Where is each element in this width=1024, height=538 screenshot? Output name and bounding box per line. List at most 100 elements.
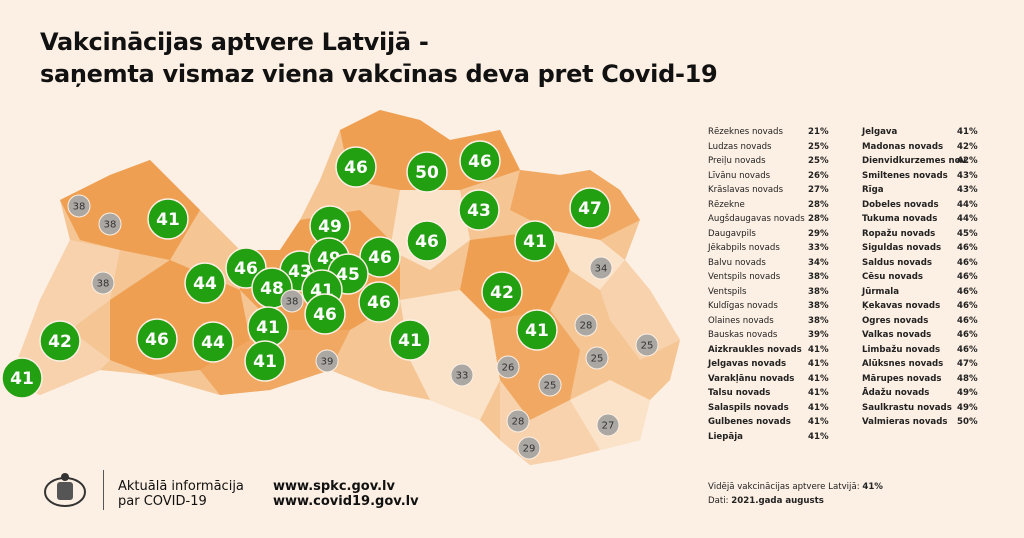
coverage: 47%: [957, 359, 978, 369]
coverage: 29%: [808, 228, 829, 239]
bubble-label: 46: [468, 152, 492, 172]
municipality: Ludzas novads: [708, 141, 772, 152]
municipality: Aizkraukles novads: [708, 344, 802, 355]
bubble-label: 25: [544, 381, 557, 392]
bubble: [280, 289, 304, 313]
coverage: 48%: [957, 373, 978, 384]
coat-of-arms: [44, 473, 86, 507]
bubble-label: 25: [641, 341, 654, 352]
municipality: Bauskas novads: [708, 330, 778, 340]
bubble-label: 46: [145, 330, 169, 350]
coverage: 44%: [957, 214, 978, 224]
bubble-label: 25: [591, 354, 604, 365]
coverage: 41%: [808, 402, 829, 413]
bubble: [67, 194, 91, 218]
municipality: Rīga: [862, 185, 884, 195]
coverage: 28%: [808, 214, 829, 224]
coverage: 41%: [808, 417, 829, 427]
bubble-label: 46: [344, 158, 368, 178]
bubble-label: 39: [321, 357, 334, 368]
coverage: 38%: [808, 286, 829, 297]
bubble-label: 41: [523, 232, 547, 252]
bubble: [406, 220, 448, 262]
bubble-label: 49: [318, 217, 342, 237]
municipality: Limbažu novads: [862, 344, 941, 355]
municipality: Talsu novads: [708, 388, 771, 398]
bubble-label: 41: [253, 352, 277, 372]
bubble: [450, 363, 474, 387]
municipality: Jūrmala: [862, 286, 900, 297]
coverage: 21%: [808, 127, 829, 137]
region: [600, 260, 680, 360]
bubble: [304, 293, 346, 335]
municipality: Ventspils: [708, 286, 747, 297]
municipality: Augšdaugavas novads: [708, 214, 805, 224]
municipality: Liepāja: [708, 431, 743, 442]
bubble: [315, 349, 339, 373]
bubble: [574, 313, 598, 337]
bubble-label: 29: [523, 444, 536, 455]
bubble-label: 44: [193, 274, 217, 294]
municipality: Līvānu novads: [708, 170, 771, 181]
link[interactable]: www.spkc.gov.lv: [273, 479, 395, 494]
coverage: 49%: [957, 402, 978, 413]
coverage: 46%: [957, 286, 978, 297]
coverage: 39%: [808, 330, 829, 340]
bubble-label: 41: [10, 369, 34, 389]
bubble: [1, 357, 43, 399]
municipality: Siguldas novads: [862, 243, 942, 253]
bubble-label: 46: [368, 248, 392, 268]
date-value: 2021.gada augusts: [731, 496, 824, 506]
municipality: Tukuma novads: [862, 214, 938, 224]
bubble-label: 46: [367, 293, 391, 313]
title: Vakcinācijas aptvere Latvijā - saņemta v…: [40, 26, 718, 90]
bubble-label: 46: [313, 305, 337, 325]
bubble-label: 38: [73, 202, 86, 213]
coverage: 44%: [957, 199, 978, 210]
bubble-label: 28: [580, 321, 593, 332]
bubble-label: 46: [234, 259, 258, 279]
bubble: [389, 319, 431, 361]
bubble: [569, 187, 611, 229]
info-line: Aktuālā informācija: [118, 479, 244, 494]
municipality: Madonas novads: [862, 141, 944, 152]
municipality: Ķekavas novads: [862, 301, 941, 311]
info: Aktuālā informācija par COVID-19: [118, 479, 244, 509]
bubble: [98, 212, 122, 236]
bubble-label: 43: [467, 201, 491, 221]
coverage: 46%: [957, 315, 978, 326]
bubble-label: 26: [502, 363, 515, 374]
average: Vidējā vakcinācijas aptvere Latvijā: 41%: [708, 482, 883, 492]
bubble: [359, 236, 401, 278]
municipality: Balvu novads: [708, 257, 766, 268]
bubble-label: 33: [456, 371, 469, 382]
bubble: [136, 318, 178, 360]
coverage: 46%: [957, 257, 978, 268]
coverage: 43%: [957, 170, 978, 181]
coverage: 50%: [957, 417, 978, 427]
municipality: Saldus novads: [862, 257, 933, 268]
bubble-label: 47: [578, 199, 602, 219]
coverage: 43%: [957, 185, 978, 195]
municipality: Ropažu novads: [862, 228, 936, 239]
bubble: [358, 281, 400, 323]
link[interactable]: www.covid19.gov.lv: [273, 494, 419, 509]
municipality: Gulbenes novads: [708, 417, 791, 427]
bubble: [147, 198, 189, 240]
bubble: [514, 220, 556, 262]
municipality: Dienvidkurzemes nov.: [862, 156, 969, 166]
municipality: Ādažu novads: [862, 388, 930, 398]
coverage: 33%: [808, 243, 829, 253]
bubble: [192, 321, 234, 363]
links: www.spkc.gov.lv www.covid19.gov.lv: [273, 479, 419, 509]
bubble-label: 27: [602, 421, 615, 432]
bubble-label: 41: [525, 321, 549, 341]
municipality: Cēsu novads: [862, 272, 924, 282]
bubble: [496, 355, 520, 379]
bubble-label: 38: [97, 279, 110, 290]
coverage: 27%: [808, 185, 829, 195]
municipality: Varakļānu novads: [708, 373, 795, 384]
municipality: Rēzekne: [708, 199, 745, 210]
